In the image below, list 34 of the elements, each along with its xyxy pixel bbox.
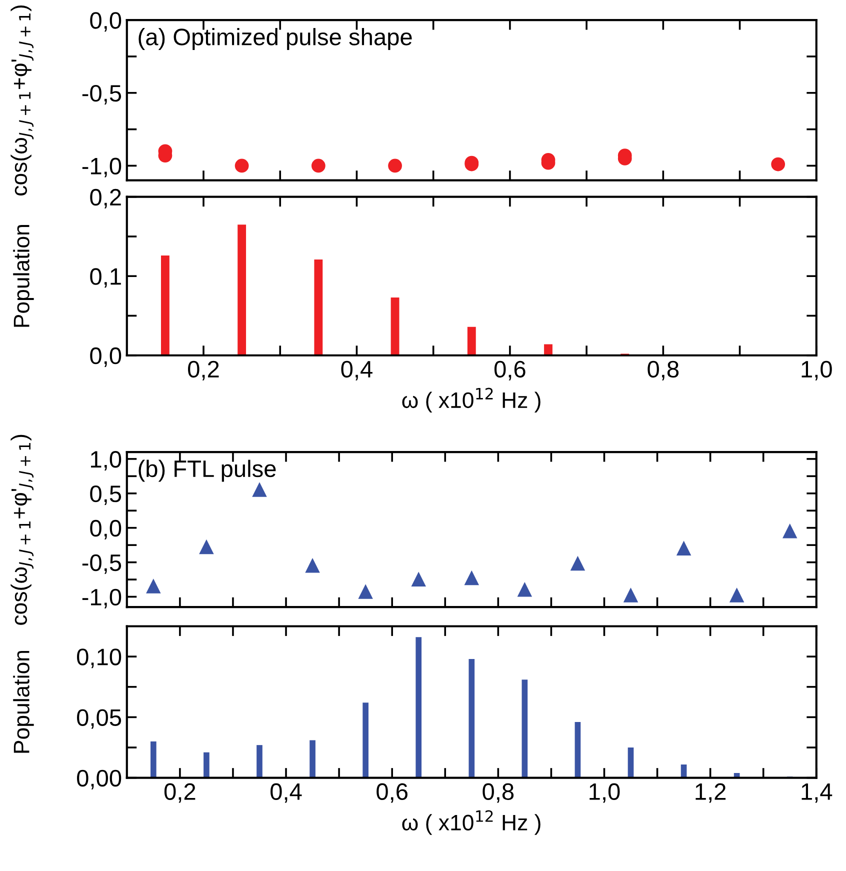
chart-title: (b) FTL pulse [138,460,276,482]
y-axis-title: cos(ω$_{J,J+1}$+φ'$_{J,J+1}$) [10,5,34,196]
x-tick-label: 0,6 [376,783,408,803]
x-tick-label: 0,6 [494,360,526,380]
x-tick-label: 1,2 [696,783,726,803]
y-axis-title: Population [13,225,34,327]
x-tick-label: 0,2 [164,783,196,803]
x-axis-title: ω ( x10$^{12}$ Hz ) [402,810,540,835]
x-axis-title: ω ( x10$^{12}$ Hz ) [402,388,540,412]
y-tick-label: 0,1 [90,268,121,288]
x-tick-label: 0,4 [270,783,302,803]
y-tick-label: 0,00 [77,770,122,790]
x-tick-label: 0,4 [341,360,372,380]
y-tick-label: -1,0 [82,588,122,608]
y-tick-label: 0,10 [77,648,122,668]
y-axis-title: cos(ω$_{J,J+1}$+φ'$_{J,J+1}$) [10,434,34,625]
y-tick-label: 0,0 [90,12,122,32]
y-tick-label: 0,05 [77,709,122,729]
y-tick-label: -1,0 [82,158,122,178]
y-tick-label: 0,0 [90,347,122,367]
y-tick-label: 0,0 [90,520,122,540]
y-tick-label: 1,0 [91,451,122,471]
x-tick-label: 1,4 [802,784,832,803]
y-tick-label: 0,5 [90,485,122,505]
x-tick-label: 1,0 [590,783,620,803]
x-tick-label: 0,2 [188,360,219,380]
y-tick-label: -0,5 [82,84,122,104]
x-tick-label: 1,0 [802,360,832,380]
x-tick-label: 0,8 [648,360,679,380]
y-tick-label: -0,5 [82,554,122,574]
y-tick-label: 0,2 [90,188,121,208]
x-tick-label: 0,8 [482,783,514,803]
chart-title: (a) Optimized pulse shape [138,28,412,50]
y-axis-title: Population [13,650,34,753]
